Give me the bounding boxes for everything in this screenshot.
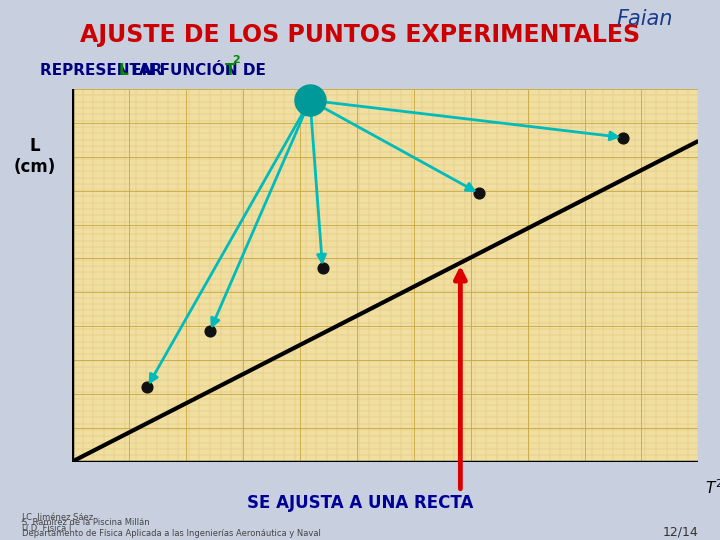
Text: REPRESENTAR: REPRESENTAR	[40, 63, 167, 78]
Text: Faian: Faian	[616, 9, 672, 29]
Text: U.D. Física I: U.D. Física I	[22, 524, 71, 532]
Point	[618, 133, 629, 142]
Text: T: T	[225, 63, 235, 78]
Text: SE AJUSTA A UNA RECTA: SE AJUSTA A UNA RECTA	[247, 494, 473, 512]
Point	[474, 189, 485, 198]
Text: Departamento de Física Aplicada a las Ingenierías Aeronáutica y Naval: Departamento de Física Aplicada a las In…	[22, 529, 320, 538]
Text: 2: 2	[232, 56, 240, 65]
Point	[317, 264, 328, 272]
Text: EN FUNCIÓN DE: EN FUNCIÓN DE	[126, 63, 271, 78]
Text: AJUSTE DE LOS PUNTOS EXPERIMENTALES: AJUSTE DE LOS PUNTOS EXPERIMENTALES	[80, 23, 640, 47]
Text: L: L	[119, 63, 129, 78]
Point	[204, 327, 215, 336]
Text: $T^2\ (s^2)$: $T^2\ (s^2)$	[705, 477, 720, 498]
Text: J.C. Jiménez Sáez: J.C. Jiménez Sáez	[22, 512, 94, 522]
Text: S. Ramírez de la Piscina Millán: S. Ramírez de la Piscina Millán	[22, 518, 149, 527]
Text: 12/14: 12/14	[662, 525, 698, 538]
Point	[305, 96, 316, 105]
Point	[141, 383, 153, 391]
Text: L
(cm): L (cm)	[13, 137, 55, 176]
